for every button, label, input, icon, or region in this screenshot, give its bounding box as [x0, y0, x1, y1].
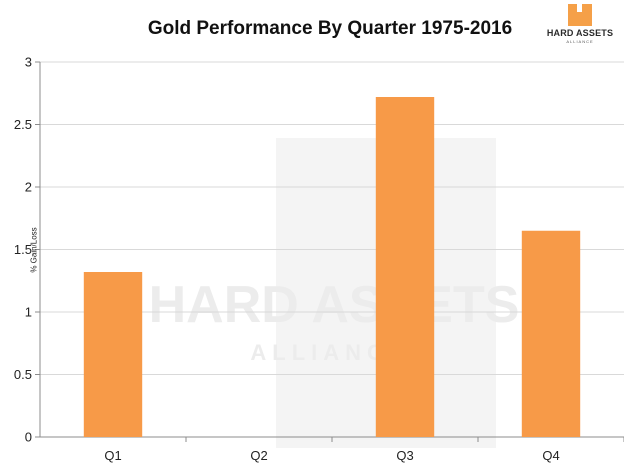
- logo-text: HARD ASSETS: [546, 28, 614, 38]
- hard-assets-logo: HARD ASSETS ALLIANCE: [546, 4, 614, 46]
- logo-icon: [568, 4, 592, 26]
- x-tick-label: Q3: [396, 448, 413, 463]
- x-tick-label: Q4: [542, 448, 559, 463]
- y-tick-label: 1.5: [14, 242, 32, 257]
- bar-q3: [375, 97, 435, 437]
- logo-subtext: ALLIANCE: [566, 39, 594, 44]
- bars: [83, 97, 581, 437]
- x-tick-labels: Q1 Q2 Q3 Q4: [104, 448, 559, 463]
- watermark-text: HARD ASSETS: [149, 276, 520, 334]
- bar-q1: [83, 272, 143, 437]
- y-axis-label: % Gain/Loss: [29, 227, 39, 273]
- y-tick-labels: 0 0.5 1 1.5 2 2.5 3: [14, 55, 32, 445]
- bar-q4: [521, 230, 581, 437]
- x-tick-label: Q1: [104, 448, 121, 463]
- y-tick-label: 1: [25, 305, 32, 320]
- chart-title: Gold Performance By Quarter 1975-2016: [147, 18, 513, 39]
- y-tick-label: 3: [25, 55, 32, 70]
- x-tick-label: Q2: [250, 448, 267, 463]
- y-tick-label: 0.5: [14, 367, 32, 382]
- y-tick-label: 2: [25, 180, 32, 195]
- y-tick-label: 2.5: [14, 117, 32, 132]
- y-tick-label: 0: [25, 430, 32, 445]
